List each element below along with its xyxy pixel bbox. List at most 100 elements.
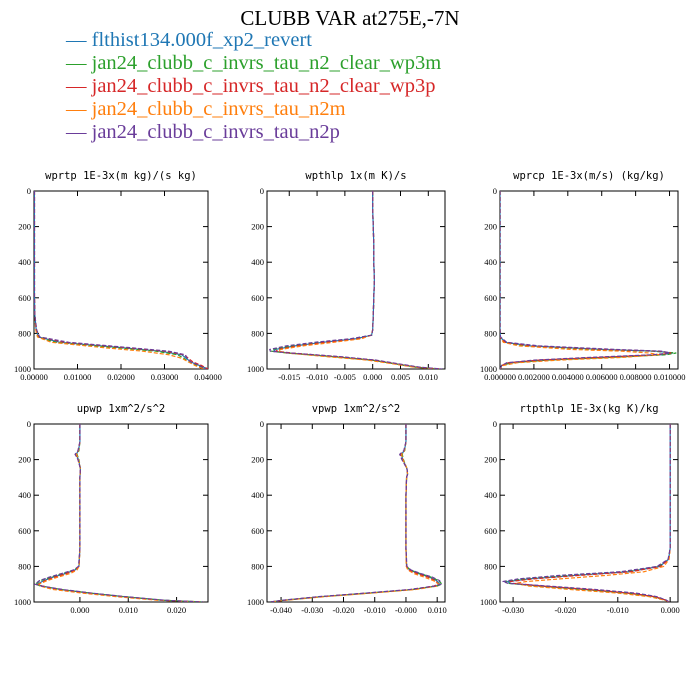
panel-title: wprtp 1E-3x(m kg)/(s kg)	[45, 170, 197, 182]
profile-panel: vpwp 1xm^2/s^2 0 200 400 600 800 1000 -0.040 -0.…	[247, 403, 447, 615]
y-tick-label: 200	[484, 455, 497, 465]
x-tick-label: 0.000	[661, 605, 680, 615]
x-tick-label: 0.01000	[64, 372, 92, 382]
y-tick-label: 800	[251, 328, 264, 338]
x-tick-label: -0.020	[554, 605, 576, 615]
x-tick-label: -0.020	[333, 605, 355, 615]
figure-title: CLUBB VAR at275E,-7N	[240, 6, 460, 30]
legend-label: jan24_clubb_c_invrs_tau_n2_clear_wp3m	[91, 52, 442, 74]
x-tick-label: -0.015	[278, 372, 300, 382]
y-tick-label: 400	[18, 257, 31, 267]
y-tick-label: 400	[484, 257, 497, 267]
plot-frame	[266, 423, 446, 603]
y-tick-label: 800	[484, 328, 497, 338]
x-tick-label: -0.010	[364, 605, 386, 615]
series-line	[270, 191, 439, 369]
y-tick-label: 600	[251, 526, 264, 536]
y-tick-label: 0	[27, 186, 31, 196]
series-line	[37, 424, 204, 602]
y-tick-label: 200	[18, 222, 31, 232]
series-line	[34, 191, 207, 369]
x-tick-label: -0.010	[306, 372, 328, 382]
plot-frame	[266, 190, 446, 370]
plot-frame	[499, 423, 679, 603]
series-line	[272, 191, 440, 369]
series-line	[503, 424, 671, 602]
y-tick-label: 200	[18, 455, 31, 465]
y-tick-label: 1000	[14, 364, 31, 374]
legend-label: flthist134.000f_xp2_revert	[91, 29, 312, 51]
y-tick-label: 200	[251, 455, 264, 465]
series-line	[270, 424, 441, 602]
series-line	[270, 424, 440, 602]
x-tick-label: 0.03000	[151, 372, 179, 382]
series-line	[269, 191, 443, 369]
x-tick-label: 0.010	[119, 605, 138, 615]
x-tick-label: 0.04000	[194, 372, 222, 382]
legend-label: jan24_clubb_c_invrs_tau_n2p	[91, 121, 340, 143]
y-tick-label: 600	[18, 293, 31, 303]
x-tick-label: -0.000	[395, 605, 417, 615]
series-line	[274, 191, 441, 369]
series-line	[500, 191, 677, 369]
panel-title: vpwp 1xm^2/s^2	[312, 403, 401, 415]
y-tick-label: 400	[251, 257, 264, 267]
x-tick-label: -0.010	[607, 605, 629, 615]
legend-item: — jan24_clubb_c_invrs_tau_n2_clear_wp3m	[66, 52, 441, 75]
plot-frame	[33, 423, 209, 603]
legend-dash: —	[66, 121, 92, 143]
series-line	[502, 424, 671, 602]
x-tick-label: -0.005	[334, 372, 356, 382]
y-tick-label: 0	[493, 419, 497, 429]
x-tick-label: -0.030	[301, 605, 323, 615]
series-line	[34, 191, 207, 369]
x-tick-label: 0.000000	[484, 372, 516, 382]
y-tick-label: 800	[484, 561, 497, 571]
legend-item: — jan24_clubb_c_invrs_tau_n2p	[66, 121, 441, 144]
series-line	[500, 191, 672, 369]
plot-frame	[499, 190, 679, 370]
y-tick-label: 1000	[480, 364, 497, 374]
series-line	[270, 424, 443, 602]
profile-panel: wpthlp 1x(m K)/s02004006008001000-0.015-…	[247, 170, 446, 382]
y-tick-label: 200	[484, 222, 497, 232]
x-tick-label: 0.010	[419, 372, 438, 382]
profile-panel: wprcp 1E-3x(m/s) (kg/kg) 0 200 400 600 800 100…	[480, 170, 685, 382]
series-line	[500, 191, 670, 369]
y-tick-label: 400	[18, 490, 31, 500]
y-tick-label: 0	[260, 419, 264, 429]
legend-dash: —	[66, 29, 92, 51]
panel-title: upwp 1xm^2/s^2	[77, 403, 166, 415]
x-tick-label: 0.010000	[654, 372, 686, 382]
x-tick-label: 0.002000	[518, 372, 550, 382]
series-line	[270, 424, 440, 602]
x-tick-label: 0.004000	[552, 372, 584, 382]
y-tick-label: 0	[260, 186, 264, 196]
y-tick-label: 200	[251, 222, 264, 232]
legend-item: — flthist134.000f_xp2_revert	[66, 29, 441, 52]
legend-label: jan24_clubb_c_invrs_tau_n2_clear_wp3p	[91, 75, 436, 97]
x-tick-label: 0.008000	[620, 372, 652, 382]
x-tick-label: 0.00000	[20, 372, 48, 382]
y-tick-label: 600	[251, 293, 264, 303]
legend-item: — jan24_clubb_c_invrs_tau_n2_clear_wp3p	[66, 75, 441, 98]
y-tick-label: 600	[18, 526, 31, 536]
legend-item: — jan24_clubb_c_invrs_tau_n2m	[66, 98, 441, 121]
y-tick-label: 600	[484, 526, 497, 536]
profile-panel: upwp 1xm^2/s^2 0 200 400 600 800 1000 0.000 0.01…	[14, 403, 209, 615]
series-line	[508, 424, 671, 602]
legend-dash: —	[66, 75, 92, 97]
y-tick-label: 1000	[247, 364, 264, 374]
panel-title: rtpthlp 1E-3x(kg K)/kg	[519, 403, 658, 415]
profile-panel: rtpthlp 1E-3x(kg K)/kg02004006008001000-…	[480, 403, 680, 615]
series-line	[500, 191, 673, 369]
x-tick-label: 0.02000	[107, 372, 135, 382]
x-tick-label: -0.040	[270, 605, 292, 615]
legend-dash: —	[66, 52, 92, 74]
legend-label: jan24_clubb_c_invrs_tau_n2m	[91, 98, 346, 120]
profile-panel: wprtp 1E-3x(m kg)/(s kg) 0 200 400 600 800 100…	[14, 170, 222, 382]
series-line	[500, 191, 660, 369]
y-tick-label: 800	[18, 561, 31, 571]
y-tick-label: 400	[251, 490, 264, 500]
y-tick-label: 1000	[14, 597, 31, 607]
